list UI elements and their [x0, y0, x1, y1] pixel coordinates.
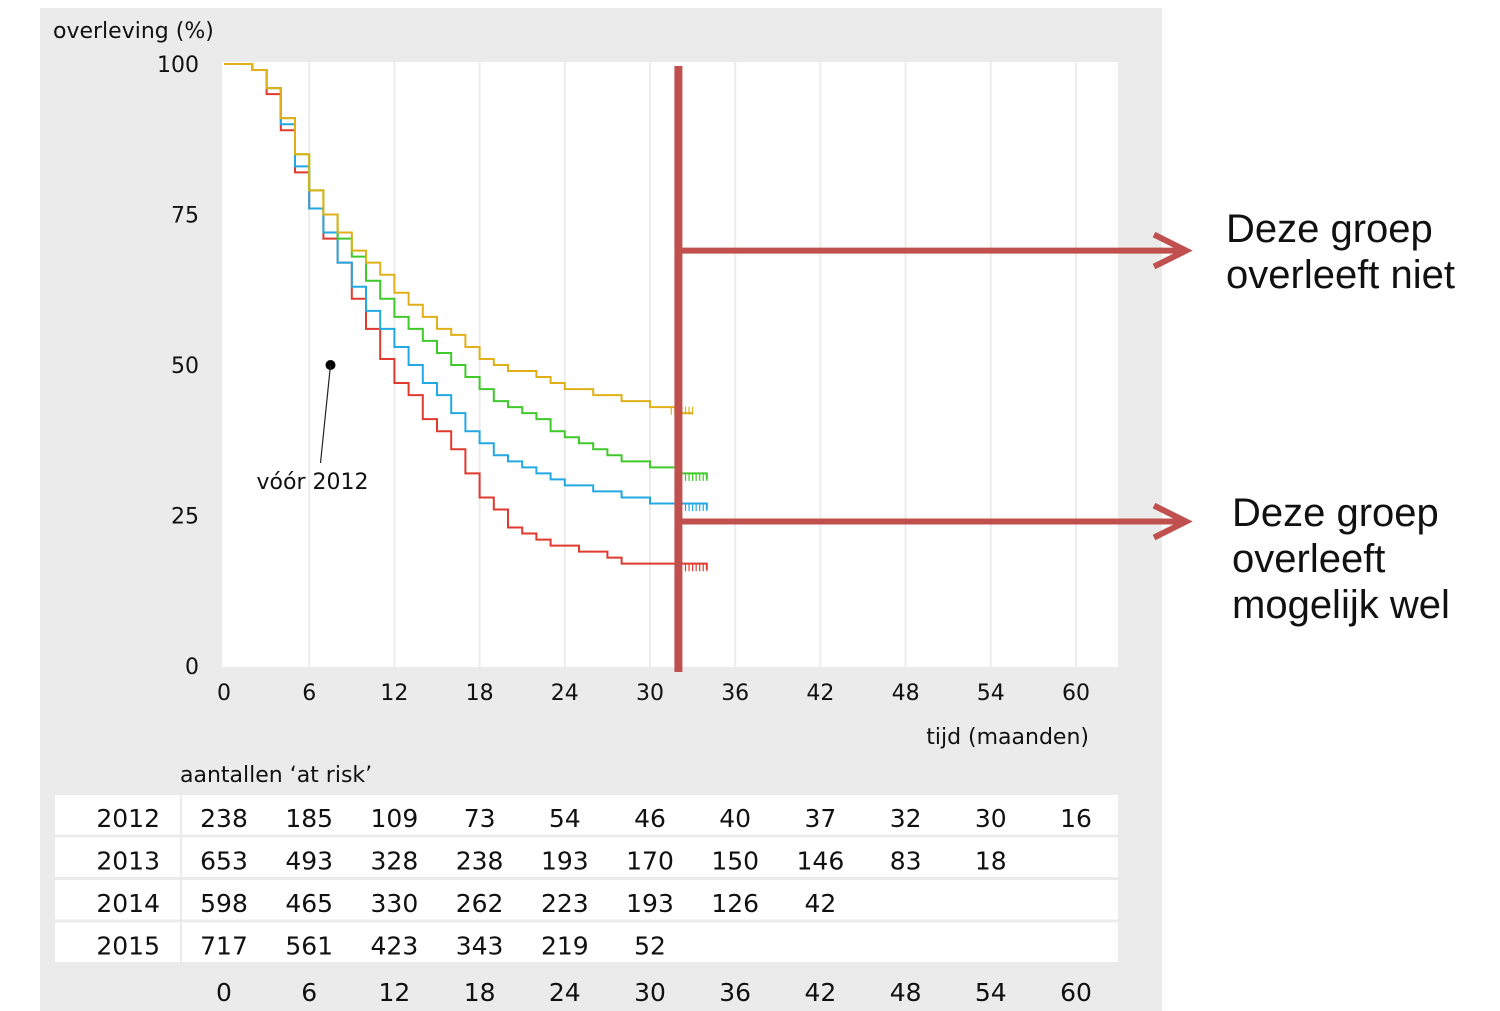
at-risk-row [182, 922, 1118, 962]
at-risk-year: 2015 [96, 932, 160, 961]
at-risk-value: 170 [626, 847, 674, 876]
at-risk-value: 328 [371, 847, 419, 876]
at-risk-value: 40 [719, 804, 751, 833]
at-risk-value: 146 [797, 847, 845, 876]
y-tick-label: 75 [171, 204, 199, 229]
at-risk-value: 330 [371, 889, 419, 918]
x-tick-label: 30 [636, 681, 664, 706]
plot-area [222, 62, 1118, 667]
x-tick-label: 54 [977, 681, 1005, 706]
arrow-upper-head [1152, 231, 1193, 270]
at-risk-value: 343 [456, 932, 504, 961]
at-risk-value: 717 [200, 932, 248, 961]
grid-lines [308, 62, 1077, 667]
at-risk-year-cell [55, 837, 180, 877]
y-tick-labels: 0 25 50 75 100 [157, 53, 199, 680]
at-risk-row [182, 880, 1118, 920]
series-line [224, 63, 693, 415]
at-risk-value: 150 [711, 847, 759, 876]
at-risk-value: 16 [1060, 804, 1092, 833]
y-tick-label: 50 [171, 354, 199, 379]
at-risk-value: 238 [200, 804, 248, 833]
at-risk-footer-tick: 42 [804, 978, 836, 1007]
at-risk-footer-tick: 18 [464, 978, 496, 1007]
at-risk-value: 193 [626, 889, 674, 918]
x-tick-label: 42 [806, 681, 834, 706]
at-risk-value: 262 [456, 889, 504, 918]
at-risk-footer-tick: 54 [975, 978, 1007, 1007]
at-risk-footer-tick: 24 [549, 978, 581, 1007]
at-risk-footer-tick: 36 [719, 978, 751, 1007]
at-risk-value: 493 [285, 847, 333, 876]
at-risk-footer-tick: 12 [378, 978, 410, 1007]
at-risk-title: aantallen ‘at risk’ [180, 763, 372, 788]
at-risk-value: 73 [464, 804, 496, 833]
series-line [224, 63, 708, 510]
at-risk-year: 2012 [96, 804, 160, 833]
at-risk-value: 54 [549, 804, 581, 833]
x-tick-label: 18 [466, 681, 494, 706]
at-risk-footer-tick: 30 [634, 978, 666, 1007]
y-tick-label: 100 [157, 53, 199, 78]
at-risk-value: 83 [890, 847, 922, 876]
y-tick-label: 0 [185, 655, 199, 680]
at-risk-year-cell [55, 880, 180, 920]
at-risk-value: 126 [711, 889, 759, 918]
at-risk-year: 2014 [96, 889, 160, 918]
series-lines [224, 63, 708, 572]
y-axis-label: overleving (%) [53, 19, 214, 44]
at-risk-value: 238 [456, 847, 504, 876]
annotation: vóór 2012 [257, 360, 369, 495]
x-tick-label: 0 [217, 681, 231, 706]
x-tick-label: 6 [302, 681, 316, 706]
x-tick-label: 24 [551, 681, 579, 706]
at-risk-value: 653 [200, 847, 248, 876]
at-risk-row [182, 837, 1118, 877]
annotation-lower-label: Deze groep overleeft mogelijk wel [1232, 491, 1450, 627]
y-tick-label: 25 [171, 505, 199, 530]
at-risk-value: 223 [541, 889, 589, 918]
at-risk-row [182, 795, 1118, 835]
at-risk-footer-tick: 0 [216, 978, 232, 1007]
at-risk-value: 32 [890, 804, 922, 833]
at-risk-value: 37 [804, 804, 836, 833]
at-risk-footer-tick: 60 [1060, 978, 1092, 1007]
annotation-leader [319, 364, 332, 464]
at-risk-table: 2012 238 185 109 73 54 46 40 37 32 30 16 2013 653 493 3… [55, 795, 1118, 1007]
at-risk-footer-tick: 6 [301, 978, 317, 1007]
at-risk-year: 2013 [96, 847, 160, 876]
at-risk-value: 18 [975, 847, 1007, 876]
at-risk-value: 193 [541, 847, 589, 876]
x-tick-label: 48 [892, 681, 920, 706]
at-risk-footer-tick: 48 [890, 978, 922, 1007]
at-risk-value: 30 [975, 804, 1007, 833]
x-axis-label: tijd (maanden) [926, 725, 1089, 750]
x-tick-label: 60 [1062, 681, 1090, 706]
at-risk-value: 185 [285, 804, 333, 833]
x-tick-label: 12 [380, 681, 408, 706]
at-risk-value: 42 [804, 889, 836, 918]
red-overlay [674, 66, 1193, 672]
arrow-lower-head [1152, 502, 1193, 541]
x-tick-label: 36 [721, 681, 749, 706]
at-risk-value: 46 [634, 804, 666, 833]
annotation-text: vóór 2012 [257, 470, 369, 495]
at-risk-value: 598 [200, 889, 248, 918]
at-risk-year-cell [55, 795, 180, 835]
at-risk-year-cell [55, 922, 180, 962]
at-risk-value: 465 [285, 889, 333, 918]
at-risk-value: 219 [541, 932, 589, 961]
at-risk-value: 52 [634, 932, 666, 961]
annotation-upper-label: Deze groep overleeft niet [1226, 207, 1456, 297]
at-risk-value: 561 [285, 932, 333, 961]
x-tick-labels: 0 6 12 18 24 30 36 42 48 54 60 [217, 681, 1090, 706]
at-risk-value: 423 [371, 932, 419, 961]
at-risk-value: 109 [371, 804, 419, 833]
